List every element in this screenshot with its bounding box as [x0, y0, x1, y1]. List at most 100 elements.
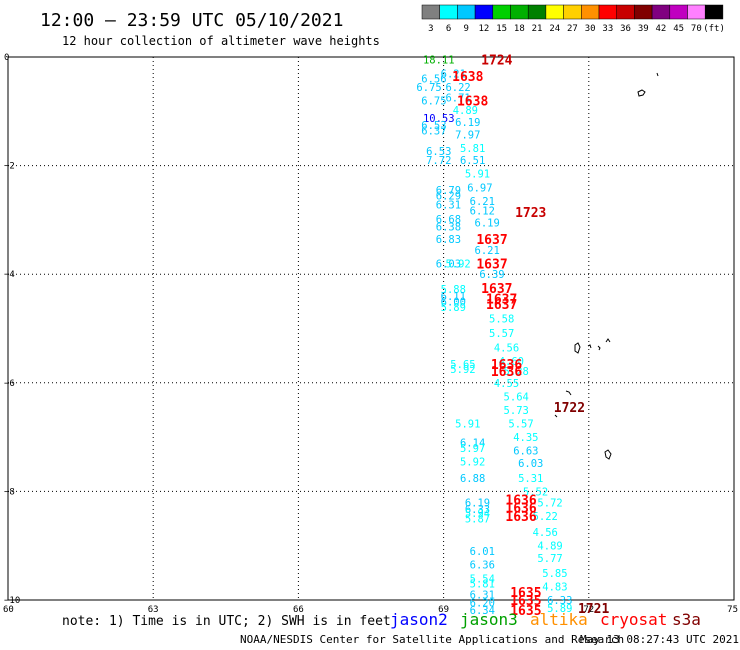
wave-height-label: 6.34: [470, 605, 495, 617]
pass-time-label: 1637: [481, 282, 512, 297]
coastline-fragments: [554, 72, 659, 460]
pass-time-label: 1638: [457, 94, 488, 109]
plot-area: [7, 56, 735, 601]
colorbar-swatch: [634, 4, 653, 20]
wave-height-label: 4.35: [513, 432, 538, 444]
colorbar-label: 24: [549, 24, 560, 34]
wave-height-label: 6.53: [421, 120, 446, 132]
wave-height-label: 6.71: [445, 93, 470, 105]
wave-height-label: 5.81: [470, 579, 495, 591]
pass-time-label: 1636: [505, 502, 536, 517]
colorbar-label: (ft): [703, 24, 725, 34]
wave-height-label: 5.54: [470, 573, 495, 585]
colorbar-swatch: [545, 4, 564, 20]
x-tick-label: 69: [438, 605, 449, 615]
coastline-shape: [604, 449, 612, 460]
chart-title: 12:00 — 23:59 UTC 05/10/2021: [40, 10, 343, 31]
wave-height-label: 5.31: [518, 473, 543, 485]
wave-height-label: 5.28: [504, 366, 529, 378]
satellite-legend-s3a: s3a: [672, 610, 701, 629]
y-axis-ticks: 0 −2 −4 −6 −8 −10: [4, 53, 20, 606]
satellite-legend-cryosat: cryosat: [600, 610, 667, 629]
wave-height-label: 6.68: [436, 214, 461, 226]
chart-subtitle: 12 hour collection of altimeter wave hei…: [62, 34, 380, 48]
wave-height-label: 6.39: [479, 269, 504, 281]
wave-height-label: 6.29: [436, 190, 461, 202]
wave-height-label: 5.57: [489, 328, 514, 340]
wave-height-label: 5.85: [542, 568, 567, 580]
wave-height-label: 6.56: [421, 74, 446, 86]
wave-height-label: 6.31: [470, 590, 495, 602]
wave-height-label: 7.97: [455, 130, 480, 142]
wave-height-label: 4.55: [494, 378, 519, 390]
y-tick-label: −4: [4, 270, 15, 280]
wave-height-label: 6.83: [436, 234, 461, 246]
colorbar-swatch: [598, 4, 617, 20]
wave-height-label: 4.56: [533, 527, 558, 539]
colorbar-label: 21: [532, 24, 543, 34]
wave-height-label: 5.92: [445, 258, 470, 270]
pass-time-label: 1635: [510, 604, 541, 619]
wave-height-label: 4.83: [542, 581, 567, 593]
pass-time-label: 1636: [491, 365, 522, 380]
colorbar-swatch: [527, 4, 547, 20]
wave-height-label: 7.72: [426, 155, 451, 167]
colorbar-swatch: [474, 4, 494, 20]
wave-height-label: 6.75: [416, 82, 441, 94]
y-tick-label: −2: [4, 162, 15, 172]
colorbar-label: 12: [479, 24, 490, 34]
wave-height-label: 5.92: [460, 457, 485, 469]
y-tick-label: 0: [4, 53, 9, 63]
wave-height-label: 6.33: [547, 595, 572, 607]
credit-text: NOAA/NESDIS Center for Satellite Applica…: [240, 633, 624, 646]
timestamp-text: May 13 08:27:43 UTC 2021: [580, 633, 739, 646]
wave-height-label: 4.89: [453, 105, 478, 117]
wave-height-label: 5.72: [537, 497, 562, 509]
coastline-shape: [637, 89, 646, 97]
satellite-legend: jason2 jason3 altika cryosat s3a: [390, 610, 701, 629]
x-axis-ticks: 60 63 66 69 72 75: [3, 605, 738, 615]
colorbar-label: 9: [464, 24, 469, 34]
wave-height-label: 6.63: [513, 446, 538, 458]
wave-height-label: 5.58: [489, 314, 514, 326]
wave-height-label: 5.89: [441, 302, 466, 314]
wave-height-label: 6.53: [426, 146, 451, 158]
pass-time-label: 1636: [505, 494, 536, 509]
wave-height-label: 6.19: [475, 218, 500, 230]
wave-height-label: 5.91: [455, 419, 480, 431]
wave-height-label: 6.20: [470, 598, 495, 610]
wave-height-label: 6.75: [421, 95, 446, 107]
wave-height-label: 5.77: [537, 553, 562, 565]
y-tick-label: −6: [4, 379, 15, 389]
pass-time-label: 1637: [476, 233, 507, 248]
wave-height-label: 5.57: [508, 419, 533, 431]
wave-height-label: 6.22: [445, 82, 470, 94]
wave-height-label: 6.21: [470, 196, 495, 208]
wave-height-label: 6.19: [465, 497, 490, 509]
x-tick-label: 66: [293, 605, 304, 615]
wave-height-label: 10.53: [423, 113, 455, 125]
pass-time-label: 1723: [515, 206, 546, 221]
colorbar-swatch: [704, 4, 724, 20]
pass-time-label: 1637: [476, 257, 507, 272]
wave-height-label: 5.81: [460, 143, 485, 155]
pass-time-label: 1636: [491, 358, 522, 373]
colorbar-swatch: [669, 4, 688, 20]
colorbar-label: 3: [428, 24, 433, 34]
satellite-legend-jason2: jason2: [390, 610, 448, 629]
wave-height-label: 6.21: [441, 68, 466, 80]
satellite-legend-altika: altika: [530, 610, 588, 629]
colorbar-label: 15: [496, 24, 507, 34]
colorbar-swatch: [457, 4, 476, 20]
wave-height-label: 6.79: [436, 185, 461, 197]
colorbar-legend: 3 6 9 12 15 18 21 24 27 30 33 36 39 42 45 70 (ft): [421, 4, 725, 34]
x-tick-label: 75: [727, 605, 738, 615]
pass-time-label: 1637: [486, 293, 517, 308]
satellite-legend-jason3: jason3: [460, 610, 518, 629]
pass-time-label: 1721: [578, 602, 609, 617]
wave-height-label: 6.03: [518, 458, 543, 470]
footer-note: note: 1) Time is in UTC; 2) SWH is in fe…: [62, 614, 391, 629]
wave-height-label: 6.03: [436, 258, 461, 270]
coastline-shape: [597, 345, 601, 351]
